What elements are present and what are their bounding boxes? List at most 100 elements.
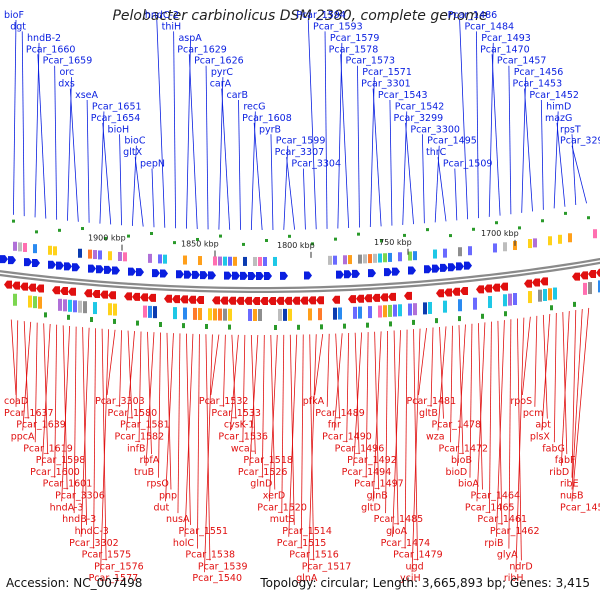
forward-gene-label[interactable]: pyrB: [259, 124, 281, 135]
reverse-gene-label[interactable]: Pcar_1576: [94, 561, 144, 572]
forward-gene-label[interactable]: dgt: [10, 21, 26, 32]
forward-gene-label[interactable]: carA: [210, 79, 232, 90]
forward-gene-label[interactable]: Pcar_1484: [464, 21, 514, 32]
reverse-gene-label[interactable]: bioA: [458, 479, 479, 490]
forward-gene-label[interactable]: Pcar_3301: [361, 79, 411, 90]
forward-gene-label[interactable]: bioF: [4, 10, 24, 21]
reverse-gene-label[interactable]: ndrD: [509, 561, 532, 572]
reverse-gene-label[interactable]: apt: [535, 420, 551, 431]
forward-gene-label[interactable]: Pcar_1651: [92, 101, 142, 112]
forward-gene-label[interactable]: Pcar_3300: [410, 124, 460, 135]
reverse-gene-label[interactable]: Pcar_1496: [335, 443, 385, 454]
reverse-gene-label[interactable]: rbfA: [140, 455, 160, 466]
forward-gene-label[interactable]: Pcar_1571: [362, 67, 412, 78]
reverse-gene-label[interactable]: Pcar_1539: [198, 561, 248, 572]
forward-gene-label[interactable]: aspA: [178, 33, 202, 44]
reverse-gene-label[interactable]: Pcar_1538: [185, 550, 235, 561]
forward-gene-label[interactable]: hndB-2: [27, 33, 61, 44]
reverse-gene-label[interactable]: ribE: [560, 479, 579, 490]
forward-gene-label[interactable]: Pcar_1542: [395, 101, 445, 112]
forward-gene-label[interactable]: Pcar_1509: [443, 159, 493, 170]
forward-gene-label[interactable]: Pcar_1452: [529, 90, 579, 101]
reverse-gene-label[interactable]: glyA: [497, 550, 518, 561]
reverse-gene-label[interactable]: Pcar_1497: [354, 479, 404, 490]
forward-gene-label[interactable]: pepN: [140, 159, 165, 170]
forward-gene-label[interactable]: orc: [59, 67, 74, 78]
forward-gene-label[interactable]: himD: [546, 101, 571, 112]
forward-gene-label[interactable]: Pcar_1626: [194, 56, 244, 67]
reverse-gene-label[interactable]: glnB: [367, 491, 388, 502]
reverse-gene-label[interactable]: Pcar_3306: [55, 491, 105, 502]
reverse-gene-label[interactable]: Pcar_1517: [302, 561, 352, 572]
reverse-gene-label[interactable]: yciH: [400, 573, 421, 584]
forward-gene-label[interactable]: Pcar_3304: [291, 159, 341, 170]
reverse-gene-label[interactable]: Pcar_1492: [347, 455, 397, 466]
reverse-gene-label[interactable]: rpoS: [510, 396, 532, 407]
forward-gene-label[interactable]: Pcar_1486: [448, 10, 498, 21]
forward-gene-label[interactable]: bioH: [108, 124, 130, 135]
forward-gene-label[interactable]: Pcar_1593: [313, 21, 363, 32]
forward-gene-label[interactable]: recG: [243, 101, 265, 112]
reverse-gene-label[interactable]: wza: [426, 431, 445, 442]
reverse-gene-label[interactable]: rpiB: [484, 538, 503, 549]
reverse-gene-label[interactable]: Pcar_1462: [490, 526, 540, 537]
forward-gene-label[interactable]: gltX: [123, 147, 142, 158]
reverse-gene-label[interactable]: Pcar_1464: [470, 491, 520, 502]
forward-gene-label[interactable]: mazG: [545, 113, 572, 124]
reverse-gene-label[interactable]: hndA-3: [50, 502, 84, 513]
reverse-gene-label[interactable]: Pcar_1551: [178, 526, 228, 537]
reverse-gene-label[interactable]: fabG: [542, 443, 565, 454]
reverse-gene-label[interactable]: pnp: [159, 491, 177, 502]
reverse-gene-label[interactable]: Pcar_1485: [374, 514, 424, 525]
reverse-gene-label[interactable]: glnD: [250, 479, 272, 490]
forward-gene-label[interactable]: Pcar_1573: [345, 56, 395, 67]
reverse-gene-label[interactable]: pcm: [523, 408, 544, 419]
reverse-gene-label[interactable]: nusB: [560, 491, 584, 502]
forward-gene-label[interactable]: Pcar_1660: [26, 44, 76, 55]
forward-gene-label[interactable]: rpsT: [560, 124, 581, 135]
forward-gene-label[interactable]: xseA: [75, 90, 98, 101]
reverse-gene-label[interactable]: Pcar_1637: [4, 408, 54, 419]
forward-gene-label[interactable]: Pcar_1495: [427, 136, 477, 147]
reverse-gene-label[interactable]: cysK-1: [224, 420, 255, 431]
reverse-gene-label[interactable]: Pcar_1639: [16, 420, 66, 431]
reverse-gene-label[interactable]: Pcar_1516: [289, 550, 339, 561]
forward-gene-label[interactable]: bioC: [124, 136, 145, 147]
reverse-gene-label[interactable]: Pcar_1514: [282, 526, 332, 537]
forward-gene-label[interactable]: Pcar_1608: [242, 113, 292, 124]
forward-gene-label[interactable]: Pcar_1629: [177, 44, 227, 55]
reverse-gene-label[interactable]: Pcar_1533: [211, 408, 261, 419]
reverse-gene-label[interactable]: ribD: [549, 467, 569, 478]
forward-gene-label[interactable]: Pcar_1599: [276, 136, 326, 147]
forward-gene-label[interactable]: Pcar_3299: [394, 113, 444, 124]
reverse-gene-label[interactable]: fabF: [555, 455, 576, 466]
reverse-gene-label[interactable]: ugd: [406, 561, 424, 572]
reverse-gene-label[interactable]: xerD: [263, 491, 285, 502]
reverse-gene-label[interactable]: Pcar_1580: [108, 408, 158, 419]
reverse-gene-label[interactable]: truB: [134, 467, 154, 478]
reverse-gene-label[interactable]: gloA: [386, 526, 407, 537]
forward-gene-label[interactable]: pyrC: [211, 67, 234, 78]
reverse-gene-label[interactable]: pfkA: [303, 396, 325, 407]
forward-gene-label[interactable]: Pcar_1659: [43, 56, 93, 67]
reverse-gene-label[interactable]: ribH: [504, 573, 524, 584]
reverse-gene-label[interactable]: gltB: [419, 408, 438, 419]
reverse-gene-label[interactable]: holC: [173, 538, 194, 549]
reverse-gene-label[interactable]: gltD: [361, 502, 381, 513]
reverse-gene-label[interactable]: Pcar_1601: [43, 479, 93, 490]
reverse-gene-label[interactable]: Pcar_1575: [82, 550, 132, 561]
reverse-gene-label[interactable]: glnA: [296, 573, 318, 584]
forward-gene-label[interactable]: Pcar_3298: [560, 136, 600, 147]
reverse-gene-label[interactable]: mutS: [270, 514, 295, 525]
reverse-gene-label[interactable]: ppcA: [11, 431, 35, 442]
forward-gene-label[interactable]: dxs: [58, 79, 75, 90]
reverse-gene-label[interactable]: Pcar_1454: [560, 502, 600, 513]
reverse-gene-label[interactable]: hndB-3: [62, 514, 96, 525]
reverse-gene-label[interactable]: bioB: [451, 455, 472, 466]
reverse-gene-label[interactable]: dut: [153, 502, 169, 513]
forward-gene-label[interactable]: Pcar_1543: [378, 90, 428, 101]
reverse-gene-label[interactable]: Pcar_1478: [432, 420, 482, 431]
forward-gene-label[interactable]: Pcar_1456: [514, 67, 564, 78]
reverse-gene-label[interactable]: Pcar_1619: [23, 443, 73, 454]
reverse-gene-label[interactable]: rpsO: [146, 479, 168, 490]
